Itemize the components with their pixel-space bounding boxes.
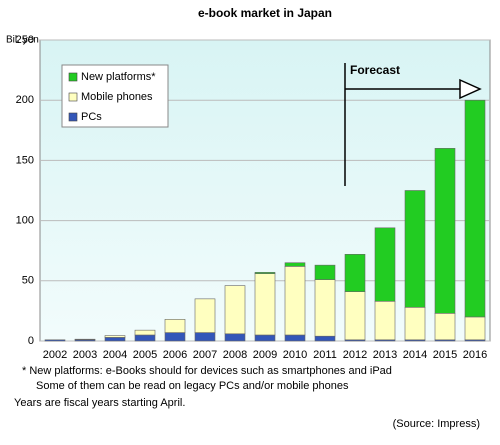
x-tick-label: 2012 <box>343 349 367 361</box>
legend-label: PCs <box>81 111 102 123</box>
footnote: * New platforms: e-Books should for devi… <box>22 365 392 377</box>
x-tick-label: 2016 <box>463 349 487 361</box>
x-tick-label: 2002 <box>43 349 67 361</box>
bar-segment <box>194 332 216 342</box>
x-tick-label: 2011 <box>313 349 337 361</box>
legend <box>61 64 169 128</box>
bar-segment <box>224 333 246 342</box>
x-tick-label: 2013 <box>373 349 397 361</box>
bar-segment <box>194 298 216 333</box>
bar-segment <box>314 279 336 337</box>
y-tick-label: 200 <box>16 94 34 106</box>
bar-segment <box>464 316 486 341</box>
x-tick-label: 2008 <box>223 349 247 361</box>
y-tick-label: 150 <box>16 154 34 166</box>
legend-label: Mobile phones <box>81 91 153 103</box>
y-tick-label: 250 <box>16 34 34 46</box>
legend-swatch <box>68 72 78 82</box>
bar-segment <box>374 300 396 341</box>
y-tick-label: 0 <box>28 335 34 347</box>
bar-segment <box>344 291 366 341</box>
bar-segment <box>254 272 276 274</box>
bar-segment <box>464 99 486 318</box>
bar-segment <box>104 335 126 338</box>
legend-swatch <box>68 92 78 102</box>
footnote: Some of them can be read on legacy PCs a… <box>36 380 349 392</box>
bar-segment <box>404 306 426 341</box>
legend-label: New platforms* <box>81 71 156 83</box>
bar-segment <box>254 273 276 336</box>
x-tick-label: 2014 <box>403 349 427 361</box>
source: (Source: Impress) <box>393 418 480 430</box>
bar-segment <box>344 254 366 292</box>
bar-segment <box>134 334 156 342</box>
y-axis-label: Bil. yen <box>6 35 39 46</box>
x-tick-label: 2005 <box>133 349 157 361</box>
bar-segment <box>314 264 336 280</box>
x-tick-label: 2006 <box>163 349 187 361</box>
forecast-arrowhead <box>459 78 482 100</box>
bar-segment <box>404 190 426 308</box>
bar-segment <box>44 339 66 342</box>
bar-segment <box>254 334 276 342</box>
bar-segment <box>134 329 156 336</box>
footnote: Years are fiscal years starting April. <box>14 397 185 409</box>
legend-swatch <box>68 112 78 122</box>
x-tick-label: 2015 <box>433 349 457 361</box>
bar-segment <box>314 335 336 342</box>
y-tick-label: 50 <box>22 275 34 287</box>
chart-title: e-book market in Japan <box>198 6 332 20</box>
x-tick-label: 2009 <box>253 349 277 361</box>
bar-segment <box>164 332 186 342</box>
x-tick-label: 2003 <box>73 349 97 361</box>
bar-segment <box>284 266 306 336</box>
bar-segment <box>74 338 96 341</box>
forecast-label: Forecast <box>350 63 400 77</box>
x-tick-label: 2010 <box>283 349 307 361</box>
bar-segment <box>224 285 246 335</box>
bar-segment <box>374 227 396 302</box>
bar-segment <box>164 319 186 333</box>
x-tick-label: 2007 <box>193 349 217 361</box>
bar-segment <box>104 337 126 342</box>
y-tick-label: 100 <box>16 215 34 227</box>
bar-segment <box>434 148 456 314</box>
bar-segment <box>434 313 456 341</box>
bar-segment <box>284 334 306 342</box>
bar-segment <box>284 262 306 267</box>
x-tick-label: 2004 <box>103 349 127 361</box>
